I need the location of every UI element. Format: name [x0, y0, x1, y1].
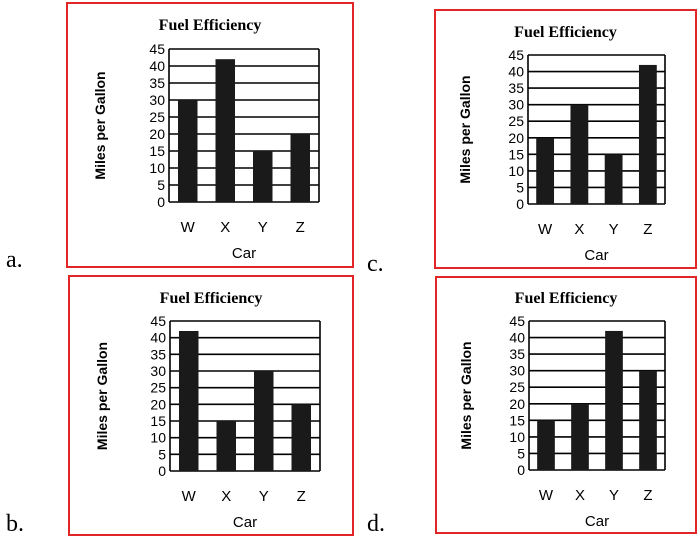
y-tick-label: 40 — [149, 58, 165, 74]
y-tick-label: 20 — [508, 130, 524, 146]
y-tick-label: 30 — [509, 363, 525, 379]
chart-title: Fuel Efficiency — [515, 290, 618, 307]
bar-w — [536, 137, 555, 204]
y-tick-label: 15 — [149, 143, 165, 159]
y-tick-label: 20 — [150, 396, 166, 412]
y-tick-label: 10 — [150, 430, 166, 446]
y-tick-label: 0 — [157, 194, 165, 210]
option-label-d: d. — [367, 511, 385, 537]
y-tick-label: 40 — [508, 64, 524, 80]
x-tick-label: X — [220, 219, 230, 236]
y-tick-label: 10 — [509, 429, 525, 445]
bar-x — [215, 59, 235, 203]
x-tick-label: W — [181, 219, 196, 236]
bar-x — [570, 104, 589, 204]
x-tick-label: Y — [609, 487, 619, 504]
bar-w — [178, 100, 198, 202]
x-tick-label: X — [574, 221, 584, 238]
bar-z — [639, 370, 657, 470]
y-tick-label: 30 — [508, 97, 524, 113]
bar-z — [290, 134, 310, 202]
x-tick-label: Z — [297, 488, 306, 505]
x-tick-label: W — [539, 487, 554, 504]
y-tick-label: 5 — [516, 179, 524, 195]
y-tick-label: 0 — [517, 462, 525, 478]
y-axis-label: Miles per Gallon — [94, 342, 110, 450]
y-tick-label: 10 — [149, 160, 165, 176]
chart-title: Fuel Efficiency — [159, 17, 262, 34]
bar-y — [254, 371, 274, 471]
y-tick-label: 35 — [150, 346, 166, 362]
x-tick-label: Z — [643, 487, 652, 504]
x-axis-label: Car — [232, 245, 256, 262]
x-tick-label: Y — [258, 219, 268, 236]
chart-title: Fuel Efficiency — [160, 290, 263, 307]
chart-panel-b: Fuel Efficiency 0 5 10 15 20 25 30 35 40 45 W X Y Z Car… — [68, 275, 354, 536]
y-tick-label: 15 — [508, 146, 524, 162]
y-tick-label: 35 — [508, 80, 524, 96]
x-tick-label: Z — [296, 219, 305, 236]
chart-panel-d: Fuel Efficiency 0 5 10 15 20 25 30 35 40 45 W X Y Z Car… — [435, 276, 697, 534]
y-tick-label: 5 — [158, 446, 166, 462]
y-tick-label: 25 — [150, 380, 166, 396]
y-tick-label: 0 — [516, 196, 524, 212]
x-tick-label: Y — [609, 221, 619, 238]
y-tick-label: 25 — [508, 113, 524, 129]
y-tick-label: 30 — [149, 92, 165, 108]
bar-x — [571, 403, 589, 470]
y-tick-label: 20 — [149, 126, 165, 142]
y-tick-label: 35 — [509, 346, 525, 362]
y-tick-label: 40 — [509, 330, 525, 346]
bar-x — [216, 421, 236, 471]
x-axis-label: Car — [233, 514, 257, 531]
y-axis-label: Miles per Gallon — [92, 71, 108, 179]
y-tick-label: 45 — [508, 47, 524, 63]
bar-y — [605, 330, 623, 470]
x-axis-label: Car — [585, 513, 609, 530]
y-tick-label: 5 — [517, 445, 525, 461]
y-axis-label: Miles per Gallon — [458, 341, 474, 449]
y-tick-label: 25 — [509, 379, 525, 395]
y-tick-label: 0 — [158, 463, 166, 479]
x-tick-label: W — [538, 221, 553, 238]
y-tick-label: 15 — [509, 412, 525, 428]
x-tick-label: X — [221, 488, 231, 505]
y-tick-label: 45 — [150, 313, 166, 329]
chart-title: Fuel Efficiency — [514, 24, 617, 41]
y-tick-label: 25 — [149, 109, 165, 125]
y-tick-label: 10 — [508, 163, 524, 179]
bar-z — [291, 404, 311, 471]
x-tick-label: X — [575, 487, 585, 504]
y-axis-label: Miles per Gallon — [457, 75, 473, 183]
y-tick-label: 45 — [149, 41, 165, 57]
x-tick-label: Z — [643, 221, 652, 238]
option-label-a: a. — [6, 247, 23, 273]
bar-y — [604, 154, 623, 204]
x-tick-label: Y — [259, 488, 269, 505]
x-axis-label: Car — [584, 247, 608, 264]
chart-panel-a: Fuel Efficiency 0 5 10 15 20 25 30 35 40 45 W X Y Z Car… — [66, 2, 354, 268]
option-label-b: b. — [6, 511, 24, 537]
y-tick-label: 45 — [509, 313, 525, 329]
y-tick-label: 40 — [150, 330, 166, 346]
bar-w — [179, 331, 199, 471]
x-tick-label: W — [182, 488, 197, 505]
y-tick-label: 35 — [149, 75, 165, 91]
option-label-c: c. — [367, 251, 384, 277]
y-tick-label: 30 — [150, 363, 166, 379]
bar-y — [253, 151, 273, 202]
y-tick-label: 15 — [150, 413, 166, 429]
y-tick-label: 20 — [509, 396, 525, 412]
chart-panel-c: Fuel Efficiency 0 5 10 15 20 25 30 35 40 45 W X Y Z Car… — [434, 9, 697, 269]
bar-z — [638, 64, 657, 204]
bar-w — [537, 420, 555, 470]
y-tick-label: 5 — [157, 177, 165, 193]
